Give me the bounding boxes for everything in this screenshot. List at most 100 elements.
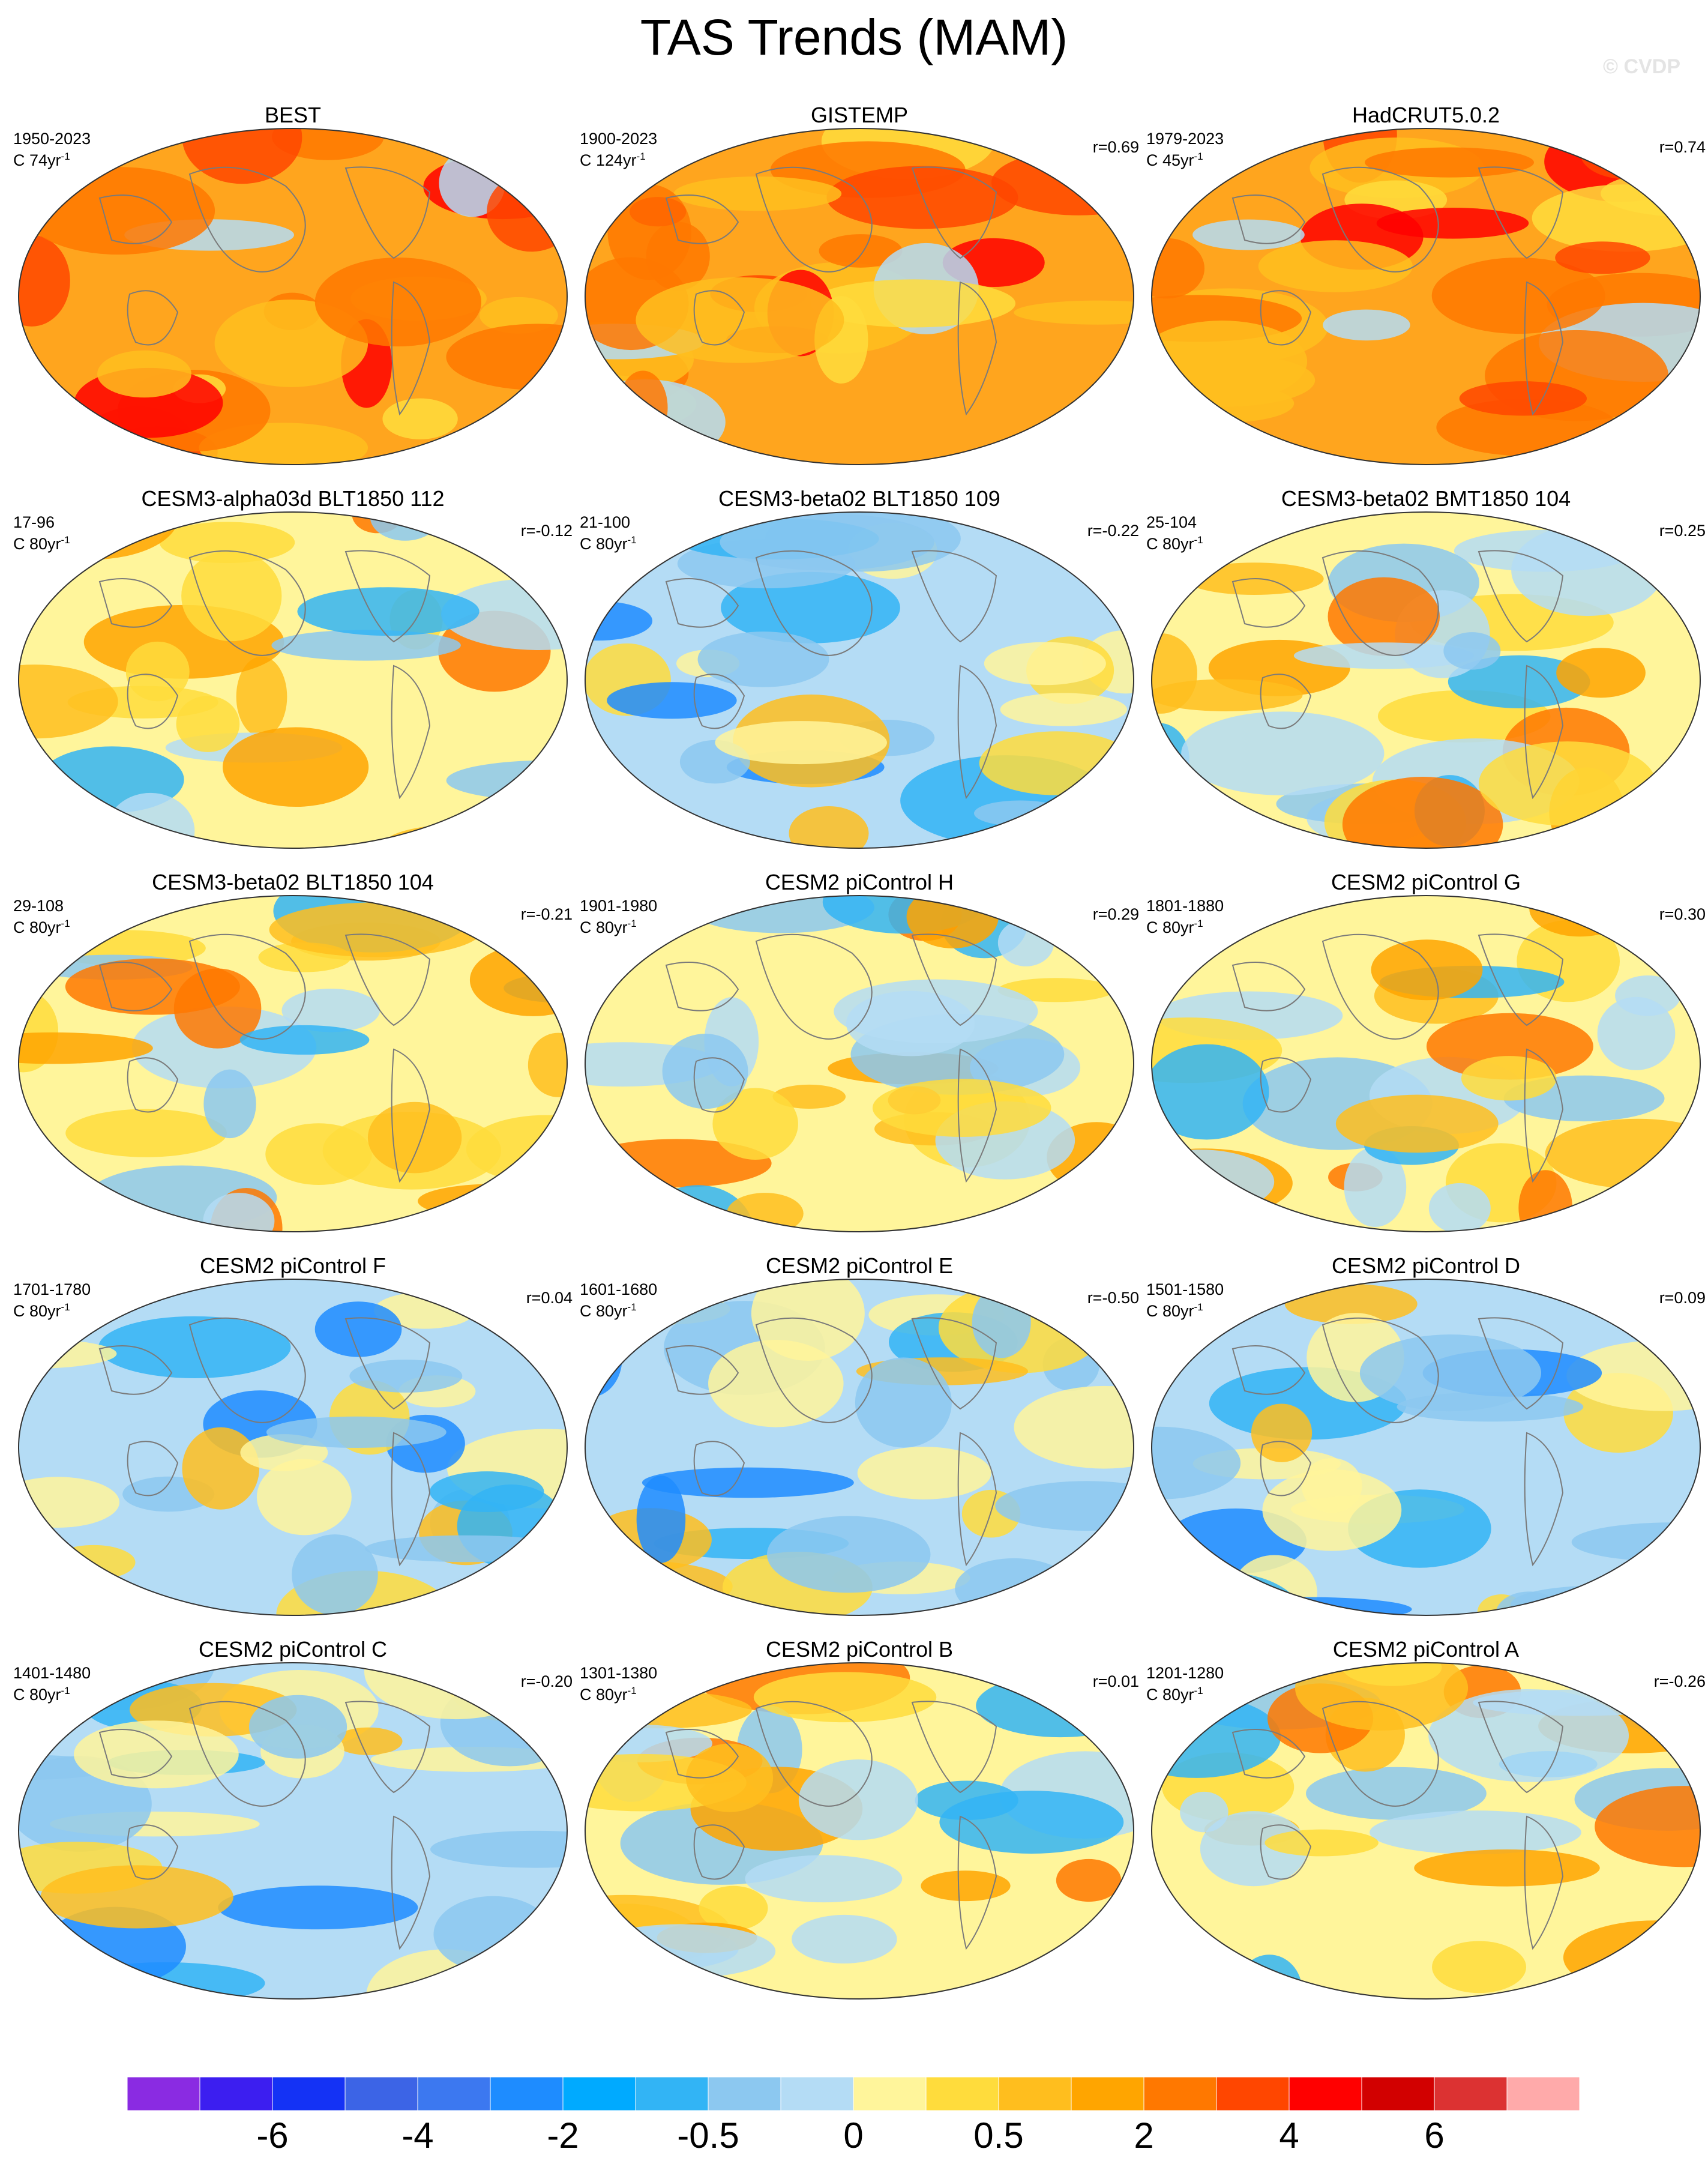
anomaly-region (440, 1678, 567, 1767)
coastline (693, 1824, 745, 1880)
map-panel: CESM3-beta02 BLT1850 104 29-108 C 80yr-1 r=… (10, 869, 576, 1233)
anomaly-region (1152, 1044, 1269, 1140)
map-panel: CESM2 piControl B 1301-1380 C 80yr-1 r=0.01 (576, 1636, 1143, 2000)
period-label: 29-108 (13, 897, 64, 915)
anomaly-region (239, 1025, 370, 1055)
coastline (1260, 1441, 1312, 1496)
trend-map (18, 1662, 568, 2000)
anomaly-region (74, 1720, 239, 1789)
units-label: C 80yr-1 (580, 915, 637, 936)
anomaly-region (984, 642, 1106, 686)
trend-map (1151, 1662, 1701, 2000)
map-panel: CESM2 piControl H 1901-1980 C 80yr-1 r=0.29 (576, 869, 1143, 1233)
anomaly-region (1461, 1056, 1557, 1101)
pattern-correlation: r=0.30 (1659, 905, 1706, 923)
panel-title: CESM2 piControl F (199, 1253, 386, 1278)
anomaly-region (266, 1416, 447, 1448)
coastline (911, 166, 997, 259)
anomaly-region (1258, 240, 1413, 292)
anomaly-region (1180, 1791, 1228, 1833)
map-panel: CESM2 piControl F 1701-1780 C 80yr-1 r=0.04 (10, 1253, 576, 1617)
map-outline (18, 1279, 568, 1616)
trend-map (585, 128, 1134, 465)
anomaly-region (834, 979, 1038, 1044)
pattern-correlation: r=-0.50 (1087, 1289, 1139, 1307)
anomaly-region (712, 1088, 798, 1160)
anomaly-region (501, 428, 567, 465)
coastline (344, 166, 431, 259)
colorbar-swatch (998, 2076, 1072, 2111)
map-outline (1151, 511, 1701, 849)
trend-map (18, 511, 568, 849)
anomaly-region (159, 522, 295, 563)
anomaly-region (1428, 1183, 1491, 1232)
coastline (1478, 1701, 1564, 1794)
period-label: 1601-1680 (580, 1280, 658, 1298)
coastline (665, 1729, 739, 1779)
colorbar-swatch (127, 2076, 200, 2111)
period-label: 1301-1380 (580, 1664, 658, 1682)
map-outline (585, 511, 1134, 849)
units-exponent: -1 (627, 534, 637, 546)
anomaly-region (203, 1069, 256, 1139)
colorbar-tick-label: 6 (1424, 2115, 1444, 2156)
pattern-correlation: r=0.25 (1659, 522, 1706, 540)
coastline (755, 166, 873, 273)
units-exponent: -1 (61, 1301, 70, 1313)
anomaly-region (585, 1546, 617, 1594)
anomaly-region (997, 919, 1054, 966)
anomaly-region (97, 350, 191, 398)
anomaly-region (223, 727, 369, 807)
anomaly-region (487, 172, 567, 252)
coastline (127, 674, 179, 729)
anomaly-region (1371, 939, 1483, 1001)
coastline (1231, 1345, 1306, 1395)
coastline (665, 578, 739, 628)
anomaly-region (349, 1359, 463, 1393)
colorbar-swatch (272, 2076, 346, 2111)
period-label: 21-100 (580, 513, 631, 531)
anomaly-region (269, 902, 483, 957)
coastline (188, 933, 306, 1040)
map-panel: CESM2 piControl A 1201-1280 C 80yr-1 r=-0.2… (1143, 1636, 1708, 2000)
coastline (755, 1317, 873, 1423)
colorbar-tick-label: 0 (843, 2115, 863, 2156)
coastline (1231, 962, 1306, 1011)
trend-map (585, 1662, 1134, 2000)
panel-title: CESM3-beta02 BMT1850 104 (1281, 486, 1571, 511)
coastline (1260, 674, 1312, 729)
coastline (693, 1057, 745, 1113)
coastline (188, 1701, 306, 1807)
trend-map (585, 511, 1134, 849)
anomaly-region (685, 1743, 774, 1812)
anomaly-region (1432, 1941, 1527, 1994)
units-exponent: -1 (627, 1301, 637, 1313)
units-base: C 80yr (580, 918, 628, 936)
coastline (911, 1701, 997, 1794)
coastline (1322, 550, 1439, 656)
coastline (98, 194, 173, 244)
anomaly-region (1328, 577, 1440, 656)
anomaly-region (1262, 1469, 1402, 1551)
coastline (665, 194, 739, 244)
anomaly-region (1293, 642, 1474, 669)
anomaly-region (1580, 128, 1671, 179)
anomaly-region (1306, 1767, 1487, 1820)
anomaly-region (1443, 632, 1501, 670)
coastline (693, 290, 745, 346)
panel-title: CESM3-beta02 BLT1850 104 (152, 870, 434, 894)
units-exponent: -1 (61, 1685, 70, 1696)
anomaly-region (1631, 1556, 1700, 1592)
coastline (957, 1432, 997, 1567)
colorbar-swatch (853, 2076, 927, 2111)
trend-map (18, 128, 568, 465)
colorbar-swatch (344, 2076, 418, 2111)
anomaly-region (203, 1193, 275, 1232)
anomaly-region (585, 1924, 776, 1979)
anomaly-region (493, 128, 567, 178)
coastline (391, 1815, 431, 1950)
units-base: C 80yr (580, 1686, 628, 1704)
panel-title: CESM2 piControl G (1331, 870, 1521, 894)
units-label: C 45yr-1 (1146, 148, 1203, 169)
anomaly-region (125, 641, 190, 702)
